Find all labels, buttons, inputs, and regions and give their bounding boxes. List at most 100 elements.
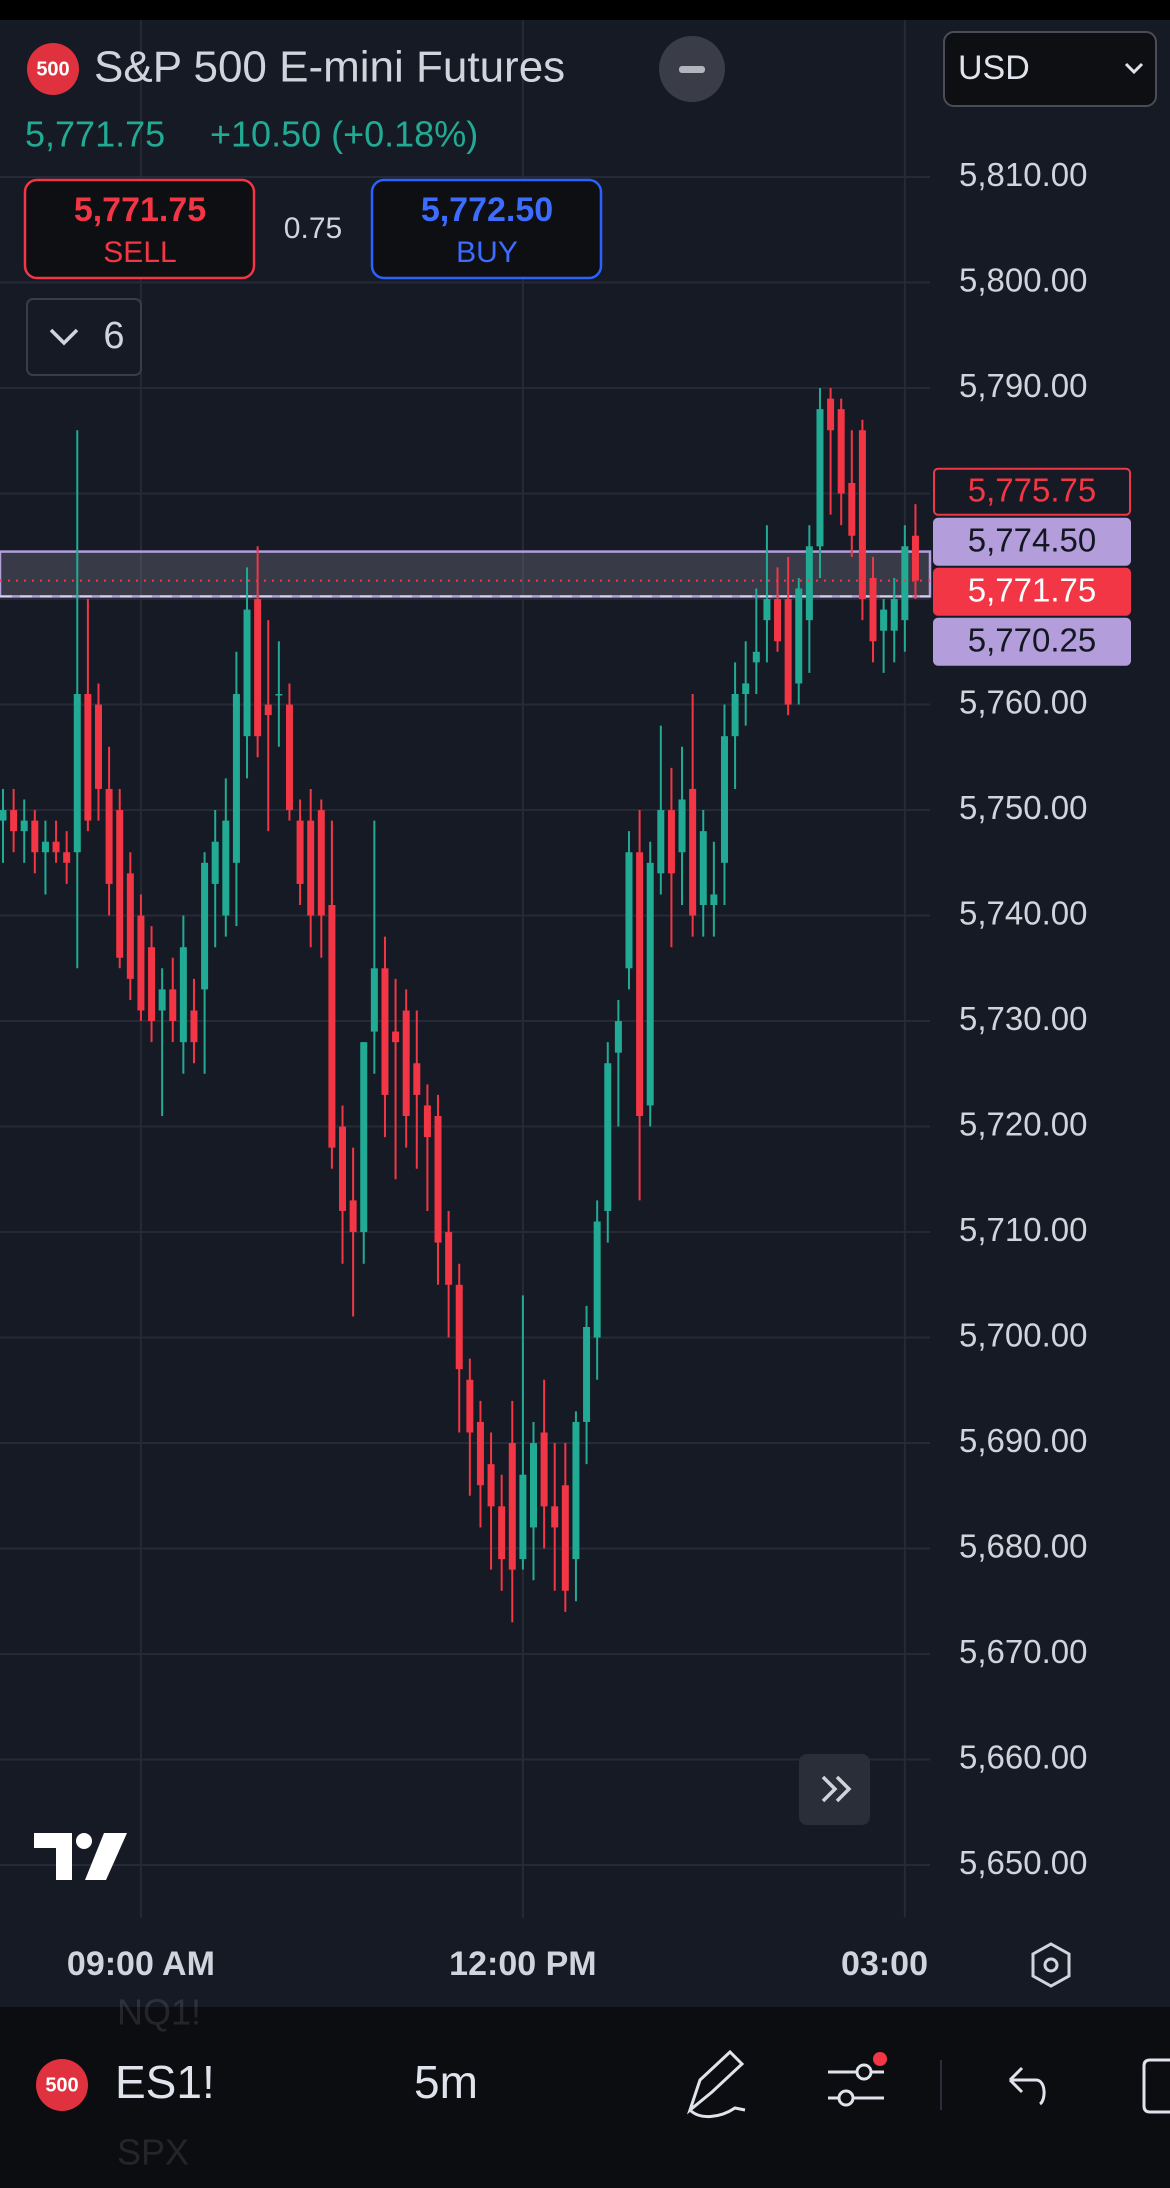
- candle-body: [63, 852, 71, 863]
- candle-body: [710, 894, 718, 905]
- candle-body: [402, 1010, 410, 1116]
- sell-label: SELL: [103, 236, 176, 269]
- candle-body: [201, 862, 209, 990]
- price-label-box: [933, 517, 1131, 566]
- minus-icon: [679, 66, 705, 73]
- x-tick-label: 09:00 AM: [67, 1945, 215, 1983]
- candle-body: [880, 609, 888, 631]
- buy-button[interactable]: [370, 178, 603, 280]
- candle-body: [243, 609, 251, 737]
- candle-body: [763, 599, 771, 621]
- candle-body: [296, 820, 304, 884]
- y-tick-label: 5,740.00: [959, 894, 1087, 931]
- candle-body: [179, 947, 187, 1043]
- sell-button[interactable]: [23, 178, 256, 280]
- candle-body: [774, 599, 782, 642]
- candle-body: [211, 841, 219, 884]
- candle-body: [10, 810, 18, 832]
- indicators-tool[interactable]: [828, 2063, 884, 2107]
- y-tick-label: 5,750.00: [959, 789, 1087, 826]
- price-label: 5,770.25: [968, 621, 1096, 658]
- watchlist-item: NQ1!: [117, 1992, 201, 2033]
- candle-body: [827, 398, 835, 431]
- drawing-tool[interactable]: [686, 2049, 746, 2118]
- indicators-toggle[interactable]: [26, 298, 142, 376]
- candle-body: [116, 810, 124, 958]
- logo: [34, 1833, 127, 1880]
- candle-body: [434, 1116, 442, 1243]
- candle-body: [901, 546, 909, 621]
- plot-area: [0, 18, 932, 1918]
- y-tick-label: 5,690.00: [959, 1422, 1087, 1459]
- candle-body: [519, 1474, 527, 1560]
- candle-body: [137, 915, 145, 1011]
- symbol-badge: [36, 2059, 88, 2111]
- price-label: 5,774.50: [968, 521, 1096, 558]
- candle-body: [317, 810, 325, 916]
- status-bar: [0, 0, 1170, 20]
- candle-body: [731, 694, 739, 737]
- candle-body: [190, 1010, 198, 1043]
- candle-body: [381, 968, 389, 1095]
- buy-label: BUY: [456, 236, 518, 269]
- currency: USD: [958, 49, 1030, 87]
- y-tick-label: 5,700.00: [959, 1316, 1087, 1353]
- watchlist-item: SPX: [117, 2132, 189, 2173]
- candle-body: [264, 704, 272, 716]
- price-change: +10.50 (+0.18%): [210, 114, 478, 155]
- candle-body: [604, 1063, 612, 1211]
- candle-body: [487, 1464, 495, 1507]
- price-label-box: [933, 617, 1131, 666]
- y-tick-label: 5,650.00: [959, 1844, 1087, 1881]
- last-price: 5,771.75: [25, 114, 165, 155]
- candle-body: [869, 577, 877, 642]
- candle-body: [636, 852, 644, 1116]
- candle-body: [699, 831, 707, 905]
- candle-body: [20, 820, 28, 832]
- candle-body: [720, 736, 728, 863]
- candle-body: [583, 1327, 591, 1422]
- chevron: [49, 328, 79, 346]
- x-tick-label: 12:00 PM: [449, 1945, 596, 1983]
- undo[interactable]: [1008, 2066, 1046, 2106]
- y-tick-label: 5,730.00: [959, 1000, 1087, 1037]
- candle-body: [52, 841, 60, 853]
- candle-body: [476, 1421, 484, 1486]
- candle-body: [328, 905, 336, 1148]
- x-tick-label: 03:00: [841, 1945, 928, 1983]
- chevron: [1124, 62, 1144, 75]
- candle-body: [742, 683, 750, 694]
- range-box: [0, 550, 932, 598]
- price-label-box: [933, 567, 1131, 616]
- y-tick-label: 5,680.00: [959, 1527, 1087, 1564]
- notification-dot: [873, 2052, 887, 2066]
- candle-body: [752, 651, 760, 663]
- ticker[interactable]: ES1!: [115, 2056, 215, 2108]
- y-tick-label: 5,670.00: [959, 1633, 1087, 1670]
- candle-body: [890, 599, 898, 631]
- currency-select[interactable]: [943, 31, 1157, 107]
- settings-icon[interactable]: [1031, 1942, 1071, 1988]
- candle-body: [158, 989, 166, 1011]
- candle-body: [848, 483, 856, 536]
- candle-body: [805, 546, 813, 621]
- sell-price: 5,771.75: [74, 191, 206, 229]
- candle-body: [370, 968, 378, 1032]
- candle-body: [551, 1506, 559, 1528]
- candle-body: [349, 1200, 357, 1233]
- more-tools[interactable]: [1142, 2058, 1170, 2114]
- symbol-badge-text: 500: [45, 2074, 78, 2096]
- candle-body: [73, 694, 81, 853]
- candle-body: [784, 599, 792, 705]
- interval[interactable]: 5m: [414, 2056, 478, 2108]
- candle-body: [561, 1485, 569, 1591]
- y-tick-label: 5,800.00: [959, 261, 1087, 298]
- candle-body: [540, 1432, 548, 1507]
- candle-body: [614, 1021, 622, 1053]
- candle-body: [232, 694, 240, 863]
- candle-body: [689, 788, 697, 916]
- candle-body: [657, 810, 665, 874]
- candle-body: [816, 409, 824, 547]
